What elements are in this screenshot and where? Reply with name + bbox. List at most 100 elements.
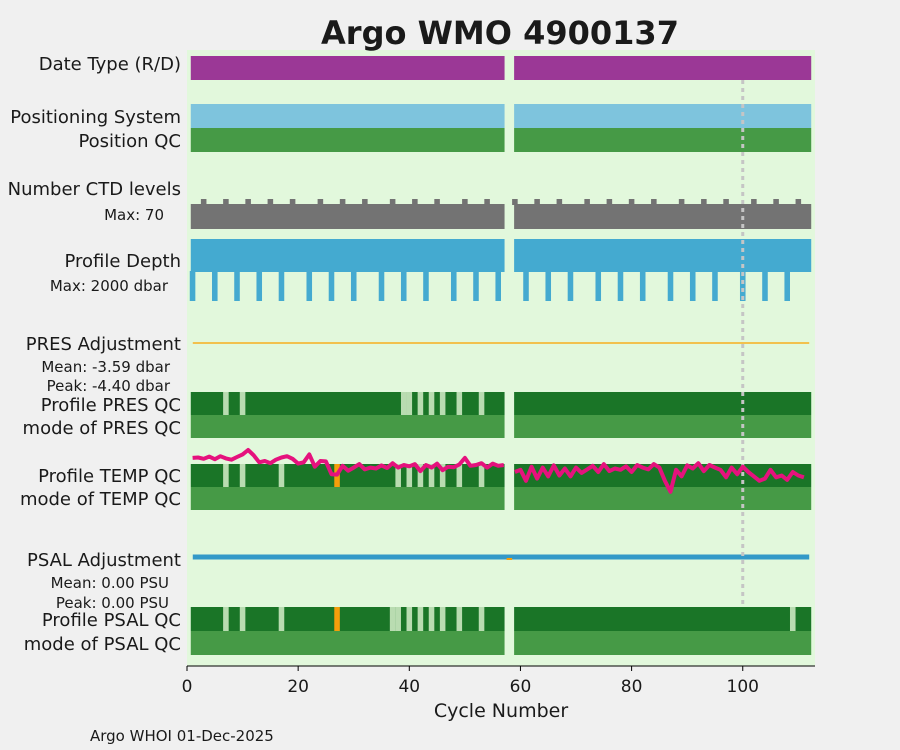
psal-qc-flag: [389, 607, 396, 631]
psal-qc-flag: [456, 607, 463, 631]
ctd-level-mark: [628, 199, 635, 205]
profile-depth-mark: [278, 271, 285, 301]
pres-qc-flag: [456, 392, 463, 415]
profile-pres-qc-bar-segment-2: [514, 392, 812, 415]
row-label-ctd-levels: Number CTD levels: [8, 179, 181, 200]
row-label-position-qc: Position QC: [78, 131, 181, 152]
psal-qc-flag: [278, 607, 285, 631]
x-tick-label-40: 40: [398, 677, 420, 697]
profile-depth-mark: [350, 271, 357, 301]
temp-adjustment-trace-1: [192, 448, 505, 477]
profile-depth-mark: [473, 271, 479, 301]
profile-depth-bar-segment-2: [514, 239, 812, 272]
positioning-system-bar-segment-2: [514, 104, 812, 128]
pres-qc-flag: [478, 392, 485, 415]
row-label-positioning-system: Positioning System: [10, 107, 181, 128]
ctd-level-mark: [267, 199, 274, 205]
mode-pres-qc-bar-segment-2: [514, 415, 812, 438]
row-label-psal-adjustment: PSAL Adjustment: [27, 550, 181, 571]
profile-depth-mark: [423, 271, 429, 301]
ctd-level-mark: [534, 199, 540, 205]
profile-depth-mark: [523, 271, 529, 301]
profile-depth-mark: [189, 271, 196, 301]
profile-depth-mark: [306, 271, 313, 301]
x-tick-label-80: 80: [621, 677, 643, 697]
ctd-level-mark: [651, 199, 657, 205]
ctd-level-mark: [723, 199, 729, 205]
profile-depth-mark: [595, 271, 602, 301]
profile-depth-bar-segment-1: [190, 239, 505, 272]
x-tick-label-0: 0: [182, 677, 193, 697]
temp-adjustment-trace-2: [514, 461, 805, 494]
psal-qc-flag: [478, 607, 485, 631]
temp-qc-flag: [439, 464, 446, 487]
profile-depth-mark: [784, 271, 790, 301]
profile-depth-mark: [495, 271, 501, 301]
row-label-profile-temp-qc: Profile TEMP QC: [38, 466, 181, 487]
ctd-level-mark: [678, 199, 685, 205]
temp-qc-flag: [395, 464, 401, 487]
profile-depth-mark: [712, 271, 718, 301]
row-label-mode-temp-qc: mode of TEMP QC: [20, 489, 181, 510]
ctd-level-mark: [484, 199, 490, 205]
pres-peak-annotation: Peak: -4.40 dbar: [47, 377, 171, 395]
position-qc-bar-segment-2: [514, 128, 812, 152]
profile-pres-qc-bar-segment-1: [190, 392, 505, 415]
date-type-bar-segment-1: [190, 56, 505, 80]
row-label-mode-pres-qc: mode of PRES QC: [23, 418, 181, 439]
temp-qc-flag: [478, 464, 485, 487]
psal-qc-flag: [406, 607, 413, 631]
pres-mean-annotation: Mean: -3.59 dbar: [41, 358, 171, 376]
pres-qc-flag: [239, 392, 246, 415]
ctd-level-mark: [339, 199, 346, 205]
psal-qc-flag: [239, 607, 246, 631]
temp-qc-flag: [428, 464, 435, 487]
temp-qc-flag: [417, 464, 424, 487]
pres-qc-flag: [439, 392, 446, 415]
plot-area: [187, 50, 815, 666]
ctd-level-mark: [223, 199, 229, 205]
profile-depth-mark: [378, 271, 385, 301]
ctd-level-mark: [512, 199, 518, 205]
ctd-level-mark: [462, 199, 468, 205]
profile-depth-mark: [450, 271, 457, 301]
mode-psal-qc-bar-segment-2: [514, 631, 812, 655]
row-label-profile-pres-qc: Profile PRES QC: [41, 395, 181, 416]
mode-pres-qc-bar-segment-1: [190, 415, 505, 438]
ctd-max-annotation: Max: 70: [104, 206, 164, 224]
row-label-profile-psal-qc: Profile PSAL QC: [42, 610, 181, 631]
profile-depth-mark: [739, 271, 746, 301]
profile-depth-mark: [212, 271, 218, 301]
temp-qc-flag: [406, 464, 413, 487]
psal-qc-flag: [789, 607, 796, 631]
row-label-date-type: Date Type (R/D): [39, 54, 181, 75]
x-tick-label-100: 100: [727, 677, 759, 697]
temp-qc-flag: [278, 464, 285, 487]
temp-qc-flag: [456, 464, 463, 487]
pres-qc-flag: [428, 392, 435, 415]
depth-max-annotation: Max: 2000 dbar: [50, 277, 169, 295]
pres-qc-flag: [417, 392, 424, 415]
profile-depth-mark: [256, 271, 263, 301]
positioning-system-bar-segment-1: [190, 104, 505, 128]
profile-depth-mark: [400, 271, 407, 301]
x-tick-label-20: 20: [287, 677, 309, 697]
psal-peak-annotation: Peak: 0.00 PSU: [56, 594, 169, 612]
ctd-level-mark: [245, 199, 251, 205]
psal-mean-annotation: Mean: 0.00 PSU: [51, 574, 169, 592]
psal-qc-flag: [395, 607, 401, 631]
ctd-level-mark: [434, 199, 440, 205]
x-tick-label-60: 60: [510, 677, 532, 697]
ctd-level-mark: [362, 199, 368, 205]
mode-temp-qc-bar-segment-1: [190, 487, 505, 510]
ctd-level-mark: [200, 199, 207, 205]
profile-depth-mark: [545, 271, 552, 301]
profile-depth-mark: [667, 271, 674, 301]
psal-qc-flag: [428, 607, 435, 631]
ctd-level-mark: [701, 199, 707, 205]
psal-qc-flag-orange: [334, 607, 340, 631]
pres-qc-flag: [223, 392, 229, 415]
profile-psal-qc-bar-segment-2: [514, 607, 812, 631]
row-label-profile-depth: Profile Depth: [64, 251, 181, 272]
